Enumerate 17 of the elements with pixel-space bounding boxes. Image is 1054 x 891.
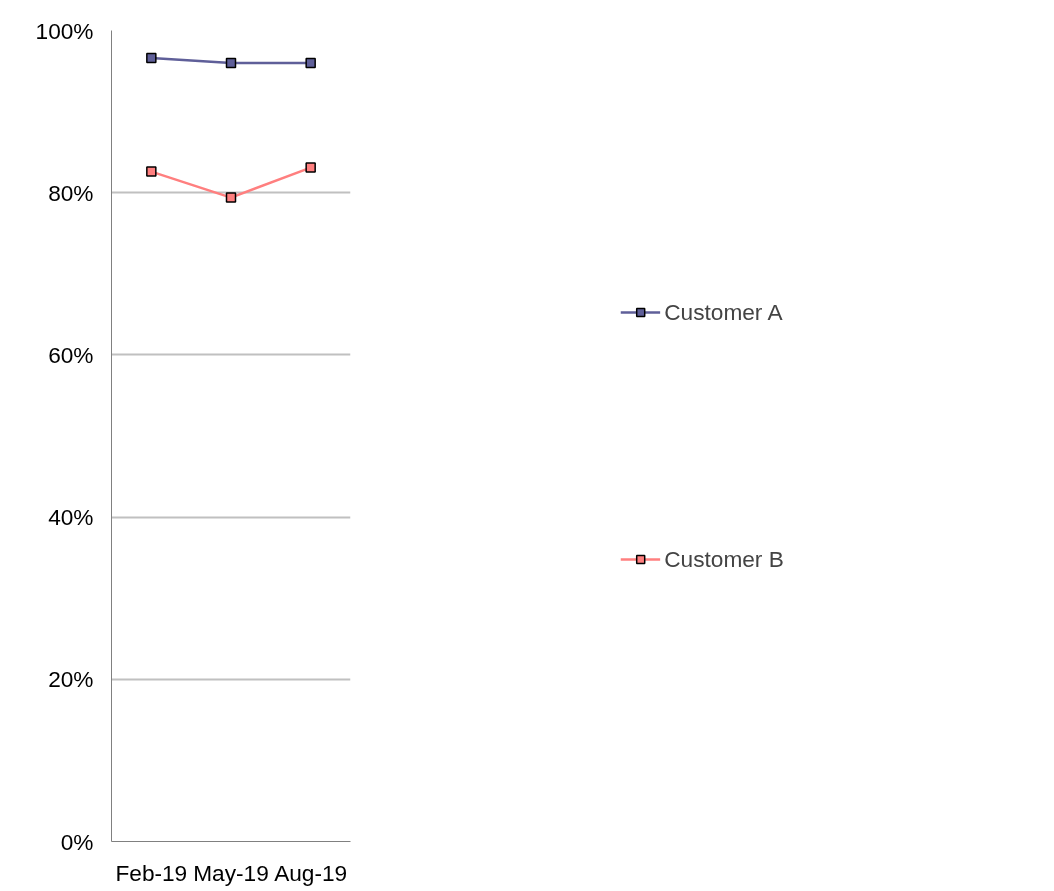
point <box>146 166 157 177</box>
y-tick-label: 80% <box>48 179 94 206</box>
y-tick-label: 60% <box>48 341 94 368</box>
point <box>225 192 237 203</box>
x-tick-label: Feb-19 <box>115 859 188 886</box>
y-tick-label: 100% <box>35 17 94 44</box>
x-tick-label: May-19 <box>193 859 269 886</box>
point <box>305 57 316 69</box>
x-tick-label: Aug-19 <box>274 859 348 886</box>
y-tick-label: 20% <box>48 666 94 693</box>
legend-label: Customer A <box>664 298 783 326</box>
y-tick-label: 0% <box>60 828 94 855</box>
point <box>305 162 316 173</box>
point <box>146 52 157 64</box>
y-tick-label: 40% <box>48 504 94 531</box>
point <box>225 57 237 69</box>
legend-label: Customer B <box>664 545 784 573</box>
